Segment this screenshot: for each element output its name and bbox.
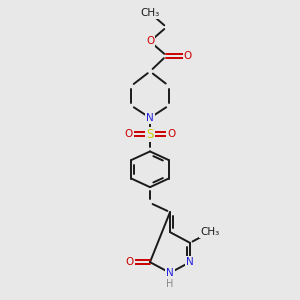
Text: O: O	[167, 129, 175, 139]
Text: N: N	[146, 113, 154, 123]
Text: O: O	[184, 51, 192, 61]
Text: CH₃: CH₃	[140, 8, 160, 18]
Text: O: O	[126, 257, 134, 267]
Text: O: O	[124, 129, 133, 139]
Text: N: N	[186, 257, 194, 267]
Text: O: O	[146, 36, 154, 46]
Text: S: S	[146, 128, 154, 141]
Text: CH₃: CH₃	[200, 227, 220, 237]
Text: H: H	[166, 279, 174, 289]
Text: N: N	[166, 268, 174, 278]
